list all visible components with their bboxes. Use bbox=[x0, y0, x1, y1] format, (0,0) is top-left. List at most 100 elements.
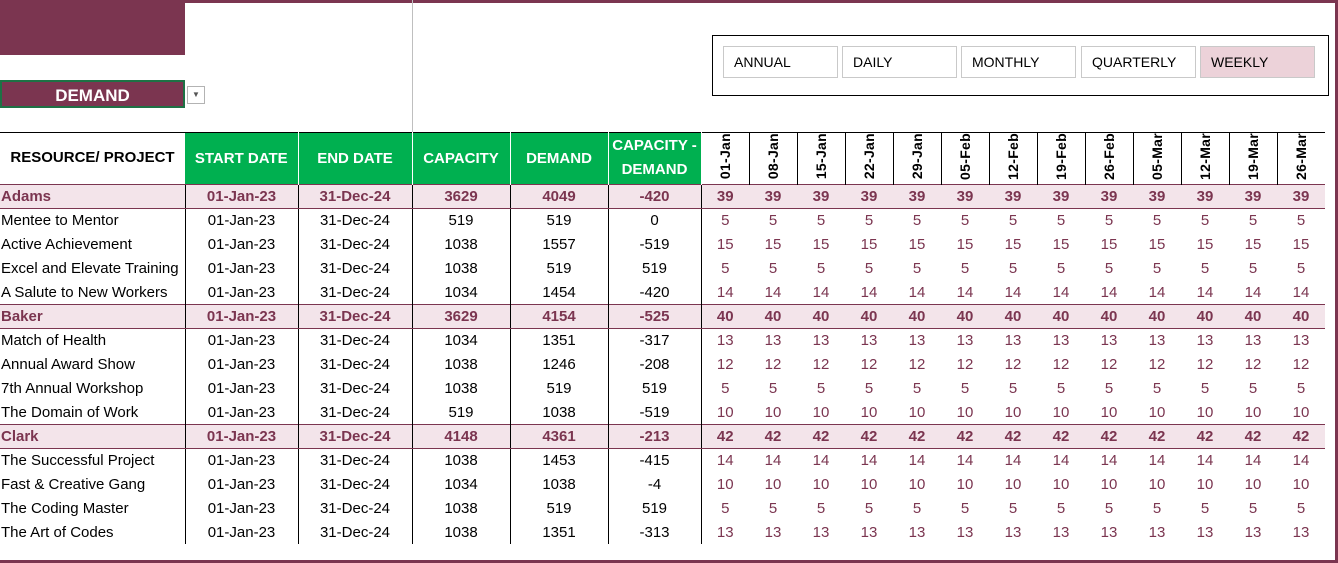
weekly-value-cell[interactable]: 10 bbox=[860, 403, 878, 421]
capacity-cell[interactable]: 1038 bbox=[411, 496, 510, 521]
weekly-value-cell[interactable]: 5 bbox=[912, 259, 922, 277]
weekly-value-cell[interactable]: 12 bbox=[1244, 355, 1262, 373]
capacity-cell[interactable]: 1038 bbox=[411, 376, 510, 401]
weekly-value-cell[interactable]: 39 bbox=[893, 183, 941, 209]
weekly-value-cell[interactable]: 39 bbox=[1085, 183, 1133, 209]
demand-cell[interactable]: 4154 bbox=[509, 303, 608, 329]
weekly-value-cell[interactable]: 15 bbox=[1196, 235, 1214, 253]
weekly-value-cell[interactable]: 40 bbox=[1133, 303, 1181, 329]
weekly-value-cell[interactable]: 40 bbox=[1037, 303, 1085, 329]
weekly-value-cell[interactable]: 5 bbox=[1008, 499, 1018, 517]
demand-cell[interactable]: 1351 bbox=[509, 328, 608, 353]
weekly-value-cell[interactable]: 42 bbox=[1037, 423, 1085, 449]
weekly-value-cell[interactable]: 14 bbox=[860, 452, 878, 470]
weekly-value-cell[interactable]: 12 bbox=[908, 355, 926, 373]
weekly-value-cell[interactable]: 10 bbox=[908, 475, 926, 493]
weekly-value-cell[interactable]: 13 bbox=[700, 520, 749, 545]
demand-cell[interactable]: 1453 bbox=[509, 448, 608, 473]
capacity-cell[interactable]: 519 bbox=[411, 400, 510, 425]
weekly-value-cell[interactable]: 12 bbox=[860, 355, 878, 373]
weekly-value-cell[interactable]: 14 bbox=[1100, 452, 1118, 470]
weekly-value-cell[interactable]: 5 bbox=[1152, 212, 1162, 230]
weekly-value-cell[interactable]: 39 bbox=[1277, 183, 1325, 209]
weekly-value-cell[interactable]: 5 bbox=[1104, 212, 1114, 230]
weekly-value-cell[interactable]: 5 bbox=[816, 379, 826, 397]
weekly-value-cell[interactable]: 10 bbox=[1148, 475, 1166, 493]
start-date-cell[interactable]: 01-Jan-23 bbox=[184, 520, 298, 545]
dropdown-arrow-icon[interactable]: ▼ bbox=[187, 86, 205, 104]
weekly-value-cell[interactable]: 10 bbox=[1100, 475, 1118, 493]
weekly-value-cell[interactable]: 5 bbox=[816, 212, 826, 230]
weekly-value-cell[interactable]: 13 bbox=[1004, 332, 1022, 350]
resource-name-cell[interactable]: The Coding Master bbox=[1, 499, 129, 517]
weekly-value-cell[interactable]: 42 bbox=[749, 423, 797, 449]
weekly-value-cell[interactable]: 13 bbox=[1244, 332, 1262, 350]
weekly-value-cell[interactable]: 40 bbox=[941, 303, 989, 329]
resource-name-cell[interactable]: Match of Health bbox=[1, 332, 107, 350]
metric-dropdown[interactable]: DEMAND bbox=[0, 80, 185, 108]
diff-cell[interactable]: -208 bbox=[607, 352, 701, 377]
weekly-value-cell[interactable]: 5 bbox=[864, 259, 874, 277]
weekly-value-cell[interactable]: 39 bbox=[1037, 183, 1085, 209]
weekly-value-cell[interactable]: 42 bbox=[989, 423, 1037, 449]
end-date-cell[interactable]: 31-Dec-24 bbox=[297, 472, 412, 497]
start-date-cell[interactable]: 01-Jan-23 bbox=[184, 256, 298, 281]
weekly-value-cell[interactable]: 13 bbox=[1052, 332, 1070, 350]
weekly-value-cell[interactable]: 5 bbox=[1056, 499, 1066, 517]
weekly-value-cell[interactable]: 40 bbox=[1085, 303, 1133, 329]
weekly-value-cell[interactable]: 13 bbox=[1196, 523, 1214, 541]
start-date-cell[interactable]: 01-Jan-23 bbox=[184, 303, 298, 329]
weekly-value-cell[interactable]: 14 bbox=[764, 452, 782, 470]
weekly-value-cell[interactable]: 5 bbox=[1104, 379, 1114, 397]
end-date-cell[interactable]: 31-Dec-24 bbox=[297, 208, 412, 233]
weekly-value-cell[interactable]: 14 bbox=[956, 452, 974, 470]
end-date-cell[interactable]: 31-Dec-24 bbox=[297, 496, 412, 521]
weekly-value-cell[interactable]: 10 bbox=[1052, 403, 1070, 421]
weekly-value-cell[interactable]: 10 bbox=[764, 475, 782, 493]
demand-cell[interactable]: 1557 bbox=[509, 232, 608, 257]
start-date-cell[interactable]: 01-Jan-23 bbox=[184, 448, 298, 473]
diff-cell[interactable]: 519 bbox=[607, 496, 701, 521]
weekly-value-cell[interactable]: 42 bbox=[941, 423, 989, 449]
weekly-value-cell[interactable]: 5 bbox=[864, 499, 874, 517]
weekly-value-cell[interactable]: 5 bbox=[816, 259, 826, 277]
diff-cell[interactable]: 0 bbox=[607, 208, 701, 233]
weekly-value-cell[interactable]: 10 bbox=[812, 403, 830, 421]
weekly-value-cell[interactable]: 13 bbox=[1148, 523, 1166, 541]
weekly-value-cell[interactable]: 5 bbox=[960, 212, 970, 230]
end-date-cell[interactable]: 31-Dec-24 bbox=[297, 328, 412, 353]
weekly-value-cell[interactable]: 10 bbox=[1292, 475, 1310, 493]
period-monthly-button[interactable]: MONTHLY bbox=[961, 46, 1076, 78]
weekly-value-cell[interactable]: 5 bbox=[1200, 212, 1210, 230]
weekly-value-cell[interactable]: 14 bbox=[908, 452, 926, 470]
end-date-cell[interactable]: 31-Dec-24 bbox=[297, 232, 412, 257]
resource-name-cell[interactable]: Active Achievement bbox=[1, 235, 132, 253]
weekly-value-cell[interactable]: 5 bbox=[1296, 379, 1306, 397]
weekly-value-cell[interactable]: 13 bbox=[1292, 332, 1310, 350]
diff-cell[interactable]: -415 bbox=[607, 448, 701, 473]
diff-cell[interactable]: -213 bbox=[607, 423, 701, 449]
resource-name-cell[interactable]: Adams bbox=[0, 183, 185, 209]
weekly-value-cell[interactable]: 10 bbox=[1244, 403, 1262, 421]
weekly-value-cell[interactable]: 14 bbox=[1100, 283, 1118, 301]
start-date-cell[interactable]: 01-Jan-23 bbox=[184, 400, 298, 425]
weekly-value-cell[interactable]: 13 bbox=[1004, 523, 1022, 541]
weekly-value-cell[interactable]: 5 bbox=[700, 208, 749, 233]
weekly-value-cell[interactable]: 10 bbox=[1004, 403, 1022, 421]
diff-cell[interactable]: -313 bbox=[607, 520, 701, 545]
start-date-cell[interactable]: 01-Jan-23 bbox=[184, 183, 298, 209]
start-date-cell[interactable]: 01-Jan-23 bbox=[184, 352, 298, 377]
weekly-value-cell[interactable]: 14 bbox=[812, 283, 830, 301]
weekly-value-cell[interactable]: 13 bbox=[1052, 523, 1070, 541]
weekly-value-cell[interactable]: 14 bbox=[1244, 452, 1262, 470]
weekly-value-cell[interactable]: 14 bbox=[1148, 283, 1166, 301]
weekly-value-cell[interactable]: 14 bbox=[1004, 283, 1022, 301]
weekly-value-cell[interactable]: 12 bbox=[1196, 355, 1214, 373]
resource-name-cell[interactable]: The Art of Codes bbox=[1, 523, 114, 541]
diff-cell[interactable]: -4 bbox=[607, 472, 701, 497]
weekly-value-cell[interactable]: 14 bbox=[812, 452, 830, 470]
start-date-cell[interactable]: 01-Jan-23 bbox=[184, 472, 298, 497]
demand-cell[interactable]: 1351 bbox=[509, 520, 608, 545]
weekly-value-cell[interactable]: 5 bbox=[700, 496, 749, 521]
demand-cell[interactable]: 519 bbox=[509, 376, 608, 401]
